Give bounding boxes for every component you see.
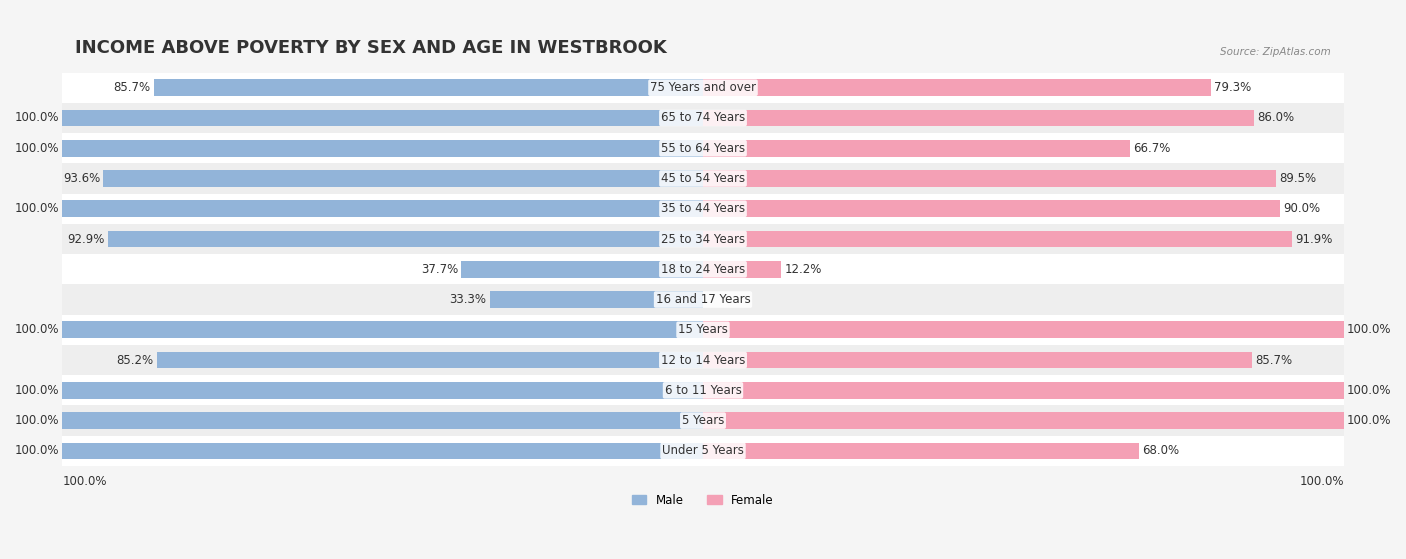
Bar [62,254,703,285]
Text: 100.0%: 100.0% [14,414,59,427]
Text: 65 to 74 Years: 65 to 74 Years [661,111,745,125]
Text: 15 Years: 15 Years [678,323,728,337]
Bar [62,405,703,435]
Bar [703,254,1344,285]
Bar [62,321,703,338]
Text: 68.0%: 68.0% [1142,444,1180,457]
Text: 12 to 14 Years: 12 to 14 Years [661,354,745,367]
Text: 100.0%: 100.0% [1347,414,1392,427]
Text: Source: ZipAtlas.com: Source: ZipAtlas.com [1220,47,1331,57]
Text: 100.0%: 100.0% [14,111,59,125]
Bar [157,352,703,368]
Bar [62,285,703,315]
Text: 79.3%: 79.3% [1215,81,1251,94]
Bar [703,321,1344,338]
Bar [62,163,703,193]
Bar [153,79,703,96]
Bar [489,291,703,308]
Bar [703,224,1344,254]
Text: 92.9%: 92.9% [67,233,104,245]
Text: 5 Years: 5 Years [682,414,724,427]
Bar [703,382,1344,399]
Bar [62,435,703,466]
Text: 100.0%: 100.0% [14,323,59,337]
Bar [703,170,1277,187]
Bar [703,405,1344,435]
Text: 45 to 54 Years: 45 to 54 Years [661,172,745,185]
Bar [703,261,782,278]
Text: 16 and 17 Years: 16 and 17 Years [655,293,751,306]
Text: 55 to 64 Years: 55 to 64 Years [661,142,745,155]
Bar [62,110,703,126]
Text: 18 to 24 Years: 18 to 24 Years [661,263,745,276]
Text: 100.0%: 100.0% [14,142,59,155]
Text: 100.0%: 100.0% [1347,384,1392,397]
Bar [62,413,703,429]
Bar [703,110,1254,126]
Bar [62,73,703,103]
Bar [103,170,703,187]
Bar [703,231,1292,247]
Bar [703,435,1344,466]
Bar [703,133,1344,163]
Bar [703,285,1344,315]
Text: 100.0%: 100.0% [14,202,59,215]
Bar [62,315,703,345]
Bar [62,443,703,459]
Text: 35 to 44 Years: 35 to 44 Years [661,202,745,215]
Bar [108,231,703,247]
Text: 33.3%: 33.3% [450,293,486,306]
Bar [703,79,1211,96]
Text: 85.7%: 85.7% [114,81,150,94]
Bar [703,193,1344,224]
Text: 37.7%: 37.7% [420,263,458,276]
Legend: Male, Female: Male, Female [627,489,779,511]
Text: 100.0%: 100.0% [1347,323,1392,337]
Bar [703,375,1344,405]
Text: 12.2%: 12.2% [785,263,821,276]
Bar [62,193,703,224]
Bar [62,133,703,163]
Bar [62,224,703,254]
Bar [62,345,703,375]
Text: 100.0%: 100.0% [14,444,59,457]
Bar [62,140,703,157]
Text: 93.6%: 93.6% [63,172,100,185]
Text: 100.0%: 100.0% [1299,475,1344,488]
Text: 90.0%: 90.0% [1282,202,1320,215]
Bar [703,103,1344,133]
Bar [62,382,703,399]
Bar [703,163,1344,193]
Bar [703,315,1344,345]
Bar [703,443,1139,459]
Bar [62,375,703,405]
Text: Under 5 Years: Under 5 Years [662,444,744,457]
Text: INCOME ABOVE POVERTY BY SEX AND AGE IN WESTBROOK: INCOME ABOVE POVERTY BY SEX AND AGE IN W… [75,39,666,57]
Text: 6 to 11 Years: 6 to 11 Years [665,384,741,397]
Text: 85.2%: 85.2% [117,354,153,367]
Text: 86.0%: 86.0% [1257,111,1295,125]
Text: 25 to 34 Years: 25 to 34 Years [661,233,745,245]
Bar [703,352,1253,368]
Text: 85.7%: 85.7% [1256,354,1292,367]
Bar [703,140,1130,157]
Bar [703,413,1344,429]
Bar [461,261,703,278]
Text: 100.0%: 100.0% [62,475,107,488]
Text: 75 Years and over: 75 Years and over [650,81,756,94]
Text: 66.7%: 66.7% [1133,142,1171,155]
Bar [703,73,1344,103]
Bar [62,103,703,133]
Bar [703,201,1279,217]
Bar [703,345,1344,375]
Text: 91.9%: 91.9% [1295,233,1333,245]
Bar [62,201,703,217]
Text: 89.5%: 89.5% [1279,172,1317,185]
Text: 100.0%: 100.0% [14,384,59,397]
